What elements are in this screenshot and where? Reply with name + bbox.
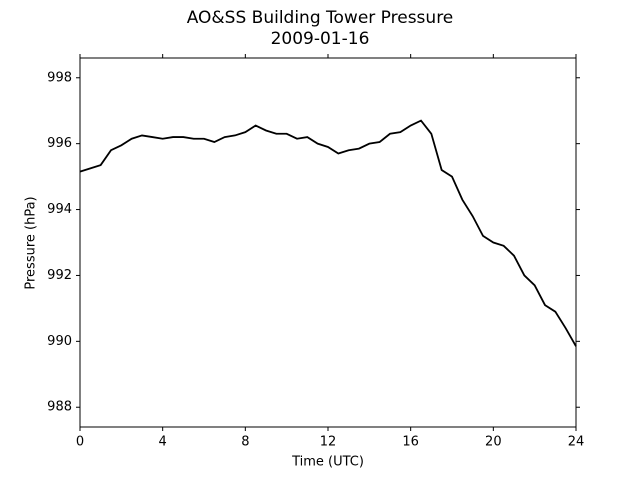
- plot-frame: [79, 57, 577, 428]
- y-axis-label: Pressure (hPa): [24, 196, 39, 289]
- y-tick-label: 994: [47, 202, 72, 217]
- y-tick-label: 998: [47, 70, 72, 85]
- y-tick-label: 988: [47, 400, 72, 415]
- x-axis-label: Time (UTC): [291, 455, 364, 470]
- y-tick-label: 996: [47, 136, 72, 151]
- data-line: [79, 119, 577, 347]
- x-tick-label: 20: [485, 435, 502, 450]
- x-tick-label: 8: [241, 435, 249, 450]
- chart-title: AO&SS Building Tower Pressure: [187, 8, 454, 28]
- x-tick-label: 24: [568, 435, 585, 450]
- x-tick-label: 0: [76, 435, 84, 450]
- y-tick-label: 990: [47, 334, 72, 349]
- y-tick-label: 992: [47, 268, 72, 283]
- chart-subtitle: 2009-01-16: [271, 29, 370, 49]
- x-tick-label: 4: [159, 435, 167, 450]
- x-tick-label: 16: [402, 435, 419, 450]
- x-tick-label: 12: [320, 435, 337, 450]
